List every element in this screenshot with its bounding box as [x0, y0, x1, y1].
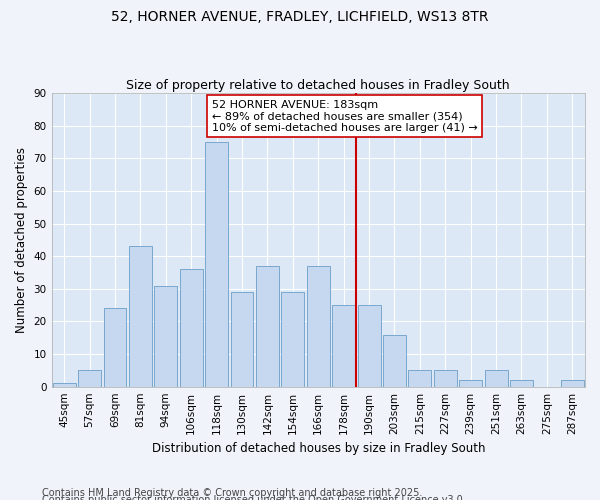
Bar — [129, 246, 152, 386]
Bar — [332, 305, 355, 386]
Bar — [510, 380, 533, 386]
Text: Contains public sector information licensed under the Open Government Licence v3: Contains public sector information licen… — [42, 495, 466, 500]
Bar — [561, 380, 584, 386]
X-axis label: Distribution of detached houses by size in Fradley South: Distribution of detached houses by size … — [152, 442, 485, 455]
Bar — [180, 270, 203, 386]
Bar — [205, 142, 228, 386]
Bar — [409, 370, 431, 386]
Bar — [78, 370, 101, 386]
Y-axis label: Number of detached properties: Number of detached properties — [15, 147, 28, 333]
Bar — [53, 384, 76, 386]
Bar — [434, 370, 457, 386]
Bar — [358, 305, 380, 386]
Title: Size of property relative to detached houses in Fradley South: Size of property relative to detached ho… — [127, 79, 510, 92]
Bar — [104, 308, 127, 386]
Bar — [154, 286, 177, 386]
Bar — [459, 380, 482, 386]
Bar — [281, 292, 304, 386]
Bar — [230, 292, 253, 386]
Text: Contains HM Land Registry data © Crown copyright and database right 2025.: Contains HM Land Registry data © Crown c… — [42, 488, 422, 498]
Text: 52 HORNER AVENUE: 183sqm
← 89% of detached houses are smaller (354)
10% of semi-: 52 HORNER AVENUE: 183sqm ← 89% of detach… — [212, 100, 478, 133]
Bar — [307, 266, 330, 386]
Bar — [485, 370, 508, 386]
Text: 52, HORNER AVENUE, FRADLEY, LICHFIELD, WS13 8TR: 52, HORNER AVENUE, FRADLEY, LICHFIELD, W… — [111, 10, 489, 24]
Bar — [383, 334, 406, 386]
Bar — [256, 266, 279, 386]
